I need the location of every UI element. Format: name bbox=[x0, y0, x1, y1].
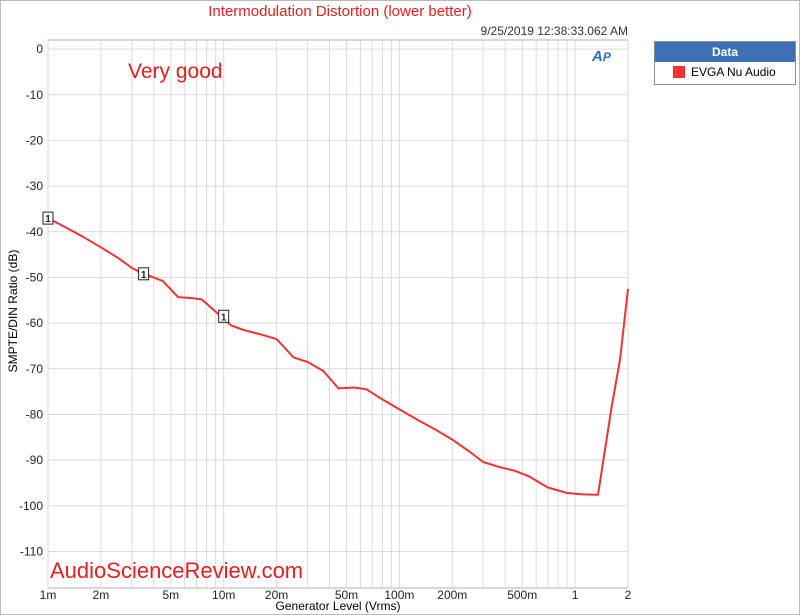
x-tick-label: 50m bbox=[335, 588, 358, 602]
y-tick-label: -110 bbox=[20, 544, 43, 558]
data-marker: 1 bbox=[218, 309, 230, 323]
plot-area bbox=[47, 39, 629, 589]
legend-swatch bbox=[673, 66, 685, 78]
tick-layer: 1m 2m 5m 10m 20m 50m 100m 200m 500m 1 2 0 -10 -20 -30 -… bbox=[19, 42, 632, 602]
y-tick-label: -20 bbox=[26, 133, 44, 147]
data-marker: 1 bbox=[138, 267, 150, 281]
x-tick-label: 5m bbox=[162, 588, 179, 602]
legend-item: EVGA Nu Audio bbox=[655, 62, 795, 82]
x-tick-label: 20m bbox=[265, 588, 288, 602]
x-tick-label: 100m bbox=[384, 588, 414, 602]
x-tick-label: 10m bbox=[212, 588, 235, 602]
marker-box bbox=[138, 267, 150, 281]
data-marker: 1 bbox=[42, 211, 54, 225]
grid-layer bbox=[47, 39, 629, 589]
marker-layer: 1 1 1 bbox=[42, 211, 230, 323]
x-tick-label: 500m bbox=[507, 588, 537, 602]
marker-label: 1 bbox=[141, 270, 147, 281]
legend-title: Data bbox=[655, 42, 795, 62]
y-tick-label: -60 bbox=[26, 316, 44, 330]
y-tick-label: -80 bbox=[26, 407, 44, 421]
y-tick-label: 0 bbox=[36, 42, 43, 56]
legend-label: EVGA Nu Audio bbox=[691, 65, 776, 79]
y-tick-label: -10 bbox=[26, 88, 44, 102]
marker-label: 1 bbox=[221, 312, 227, 323]
x-tick-label: 1m bbox=[40, 588, 57, 602]
x-tick-label: 2m bbox=[93, 588, 110, 602]
chart-title: Intermodulation Distortion (lower better… bbox=[208, 3, 472, 20]
x-tick-label: 200m bbox=[437, 588, 467, 602]
x-axis-label: Generator Level (Vrms) bbox=[275, 599, 401, 613]
marker-label: 1 bbox=[45, 214, 51, 225]
y-tick-label: -100 bbox=[19, 499, 43, 513]
x-tick-label: 1 bbox=[572, 588, 579, 602]
marker-box bbox=[218, 309, 230, 323]
y-tick-label: -70 bbox=[26, 362, 44, 376]
y-tick-label: -40 bbox=[26, 225, 44, 239]
y-tick-label: -50 bbox=[26, 270, 44, 284]
annotation-very-good: Very good bbox=[128, 60, 223, 83]
y-axis-label: SMPTE/DIN Ratio (dB) bbox=[6, 249, 20, 373]
watermark: AudioScienceReview.com bbox=[50, 558, 304, 583]
y-tick-label: -90 bbox=[26, 453, 44, 467]
legend: Data EVGA Nu Audio bbox=[654, 41, 796, 85]
ap-logo-icon: AP bbox=[592, 48, 611, 65]
y-tick-label: -30 bbox=[26, 179, 44, 193]
marker-box bbox=[42, 211, 54, 225]
x-tick-label: 2 bbox=[625, 588, 632, 602]
timestamp: 9/25/2019 12:38:33.062 AM bbox=[480, 24, 628, 38]
